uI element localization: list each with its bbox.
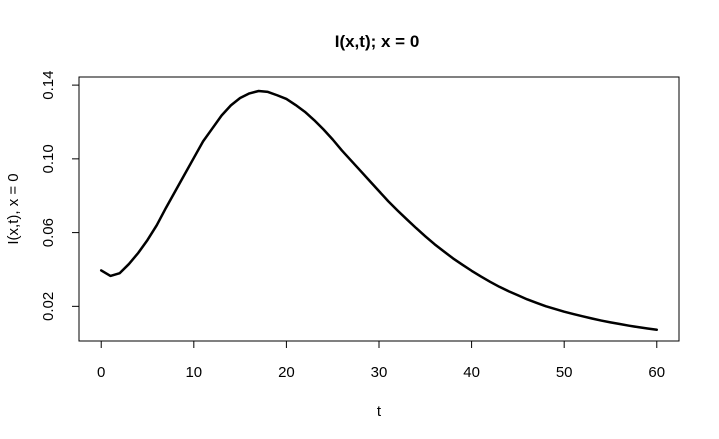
- y-tick-label: 0.06: [40, 218, 57, 247]
- x-axis-label: t: [377, 403, 382, 420]
- x-tick-label: 20: [278, 364, 295, 381]
- y-tick-label: 0.02: [40, 292, 57, 321]
- y-tick-label: 0.10: [40, 144, 57, 173]
- series-line: [99, 89, 659, 331]
- x-tick-label: 40: [463, 364, 480, 381]
- x-tick-label: 60: [648, 364, 665, 381]
- x-tick-label: 50: [556, 364, 573, 381]
- x-tick-label: 30: [371, 364, 388, 381]
- x-tick-label: 10: [185, 364, 202, 381]
- y-tick-label: 0.14: [40, 71, 57, 100]
- chart-title: I(x,t); x = 0: [335, 32, 420, 51]
- y-axis: 0.02 0.06 0.10 0.14: [40, 71, 80, 321]
- plot-frame: [78, 76, 680, 342]
- x-tick-label: 0: [97, 364, 105, 381]
- x-axis: 0 10 20 30 40 50 60: [97, 340, 665, 381]
- y-axis-label: I(x,t), x = 0: [5, 173, 22, 244]
